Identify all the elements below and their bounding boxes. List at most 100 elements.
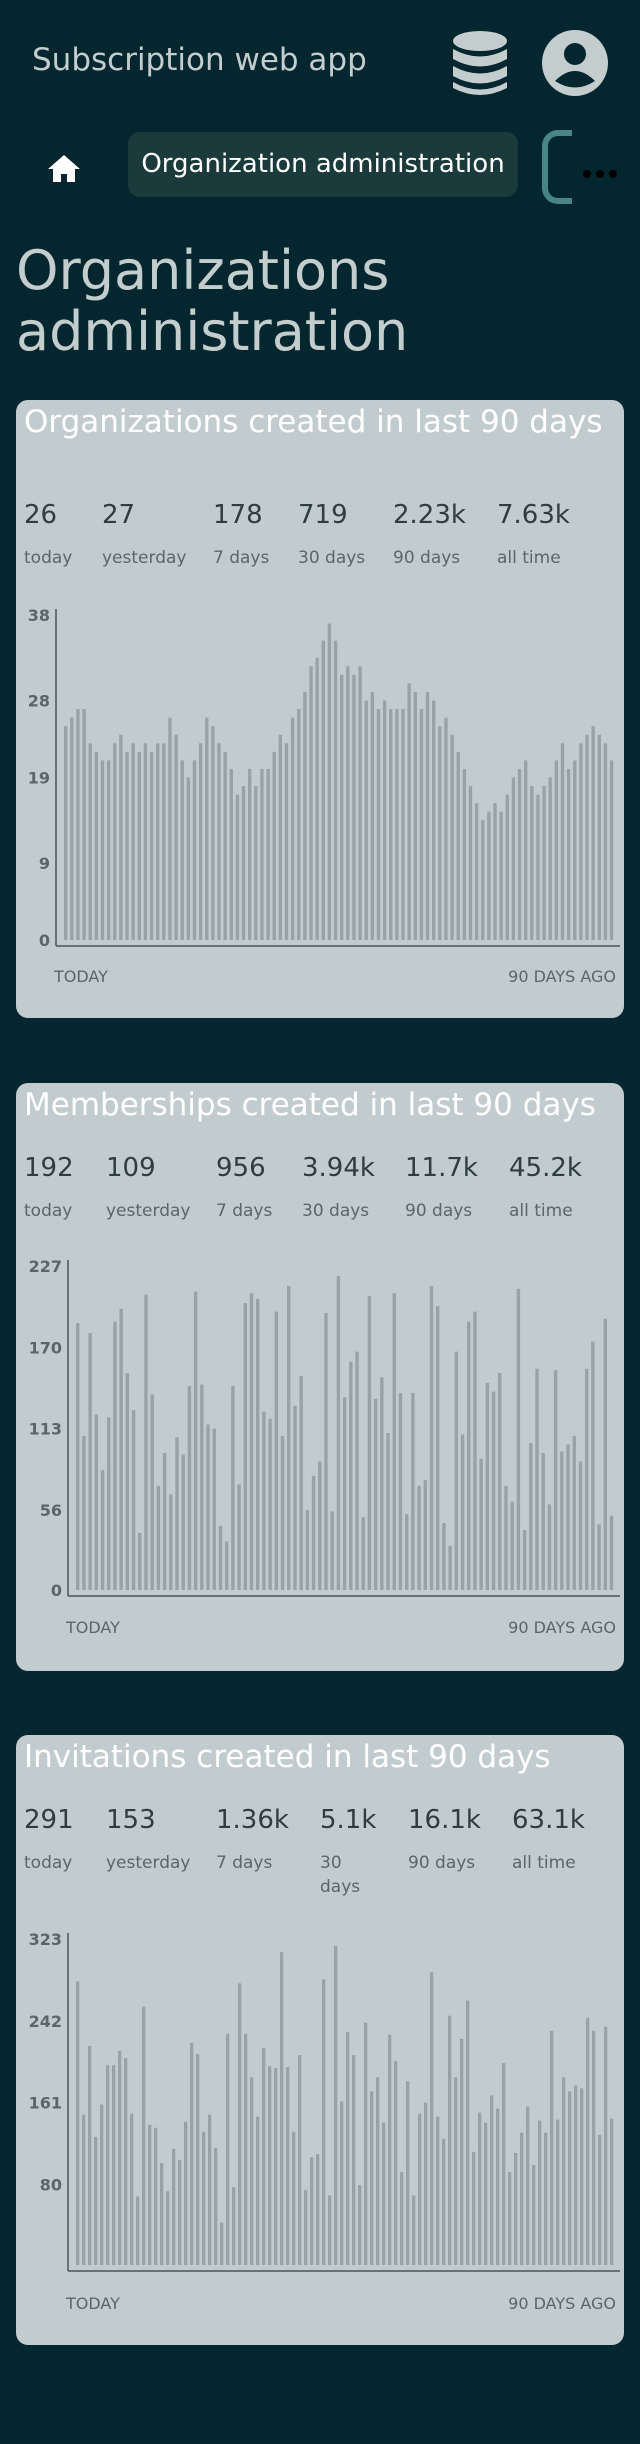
chart-bar <box>248 768 252 940</box>
chart-bar <box>496 2108 500 2265</box>
chart-bar <box>364 700 368 940</box>
stat-30-days: 5.1k 30 days <box>320 1805 376 1899</box>
bar-chart: 0 56 113 170 227 <box>16 1253 624 1608</box>
y-tick-label: 113 <box>29 1420 62 1439</box>
chart-bar <box>241 786 246 940</box>
range-start-label: TODAY <box>66 1618 120 1637</box>
y-tick-label: 80 <box>40 2175 62 2194</box>
chart-bar <box>76 709 80 940</box>
chart-bar <box>149 751 154 940</box>
chart-bar <box>324 1313 328 1590</box>
stat-label: today <box>24 548 73 568</box>
chart-bar <box>491 1391 496 1590</box>
chart-bar <box>502 2063 506 2265</box>
chart-bar <box>361 1517 365 1590</box>
stat-label: 30 days <box>302 1201 370 1221</box>
chart-bar <box>280 1952 284 2265</box>
chart-bar <box>544 2132 548 2265</box>
chart-bar <box>386 1433 390 1590</box>
chart-bar <box>125 751 129 940</box>
stat-value: 11.7k <box>405 1153 478 1183</box>
nav-item-next-partial[interactable] <box>542 130 572 204</box>
chart-bar <box>315 657 319 940</box>
chart-bar <box>485 1383 490 1590</box>
chart-bar <box>150 1394 154 1590</box>
chart-bar <box>192 760 197 940</box>
chart-bar <box>349 1361 353 1590</box>
chart-bar <box>438 726 442 940</box>
chart-bar <box>442 2138 446 2265</box>
chart-bar <box>166 2191 170 2265</box>
chart-bar <box>119 734 123 940</box>
stat-label: all time <box>497 548 561 568</box>
chart-bar <box>597 1524 601 1590</box>
chart-bar <box>198 743 203 940</box>
chart-bar <box>266 768 270 940</box>
app-title: Subscription web app <box>32 42 367 78</box>
chart-bar <box>303 691 307 940</box>
bar-chart: 80 161 242 323 <box>16 1927 624 2282</box>
chart-bar <box>526 2106 530 2265</box>
chart-bar <box>516 1288 521 1590</box>
stat-90-days: 11.7k 90 days <box>405 1153 478 1223</box>
chart-bar <box>82 709 86 940</box>
chart-bar <box>340 674 344 940</box>
chart-bar <box>585 734 589 940</box>
chart-bar <box>400 2172 404 2265</box>
chart-bar <box>137 751 141 940</box>
chart-bar <box>162 743 166 940</box>
chart-bar <box>254 786 258 940</box>
chart-bar <box>448 1545 452 1590</box>
chart-bar <box>113 743 117 940</box>
chart-bar <box>418 2113 422 2265</box>
chart-bar <box>100 1470 105 1590</box>
y-tick-label: 9 <box>39 854 50 873</box>
chart-bar <box>591 1341 595 1590</box>
y-tick-label: 38 <box>28 606 50 625</box>
chart-bar <box>292 2131 296 2265</box>
nav-item-organization-administration[interactable]: Organization administration <box>128 132 518 197</box>
chart-bar <box>94 751 99 940</box>
stat-yesterday: 153 yesterday <box>106 1805 190 1875</box>
more-horizontal-icon[interactable] <box>582 164 618 178</box>
stat-7-days: 956 7 days <box>216 1153 272 1223</box>
stat-7-days: 1.36k 7 days <box>216 1805 289 1875</box>
y-tick-label: 0 <box>39 931 50 950</box>
stat-yesterday: 109 yesterday <box>106 1153 190 1223</box>
y-tick-label: 0 <box>51 1581 62 1600</box>
chart-bar <box>82 1435 86 1590</box>
chart-bar <box>235 794 240 940</box>
chart-bar <box>290 717 295 940</box>
chart-bar <box>224 1541 229 1590</box>
stat-label: yesterday <box>106 1853 191 1873</box>
chart-bar <box>460 1434 465 1590</box>
card-title: Memberships created in last 90 days <box>24 1087 596 1123</box>
chart-bar <box>530 786 534 940</box>
range-start-label: TODAY <box>54 967 108 986</box>
account-circle-icon[interactable] <box>540 28 610 98</box>
chart-bar <box>382 700 387 940</box>
stat-label: all time <box>509 1201 573 1221</box>
stat-value: 27 <box>102 500 136 530</box>
chart-bar <box>547 1504 552 1590</box>
chart-bar <box>180 760 184 940</box>
stat-label: 7 days <box>216 1853 273 1873</box>
chart-bar <box>168 717 172 940</box>
chart-bar <box>448 2015 452 2265</box>
chart-bar <box>603 743 608 940</box>
chart-bar <box>574 2085 578 2265</box>
chart-bar <box>548 777 552 940</box>
chart-bar <box>144 1294 148 1590</box>
chart-bar <box>479 1458 483 1590</box>
chart-bar <box>524 760 528 940</box>
chart-bar <box>125 1373 130 1590</box>
home-icon[interactable] <box>40 148 88 190</box>
database-icon[interactable] <box>450 30 510 98</box>
stat-value: 178 <box>213 500 263 530</box>
chart-bar <box>175 1437 179 1590</box>
chart-bar <box>274 2068 278 2265</box>
chart-bar <box>568 2091 572 2265</box>
chart-bar <box>478 2112 482 2265</box>
chart-bar <box>474 803 479 940</box>
chart-bar <box>542 786 546 940</box>
